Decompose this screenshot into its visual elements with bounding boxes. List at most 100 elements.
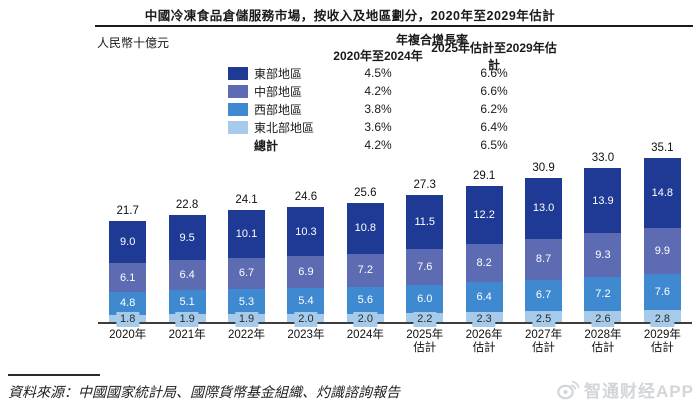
x-axis-label: 2025年 估計 [406, 329, 444, 354]
legend-row-cagr2: 6.4% [480, 120, 508, 134]
bar-segment-東北部地區: 2.0 [287, 312, 325, 327]
segment-value-label: 2.8 [650, 312, 675, 327]
bar-total-label: 35.1 [651, 142, 674, 155]
bar-segment-中部地區: 6.4 [168, 260, 206, 291]
legend-row-label: 東部地區 [254, 66, 303, 81]
cagr-col1-header: 2020年至2024年 [333, 49, 423, 63]
cagr-legend: 年複合增長率 2020年至2024年 2025年估計至2029年估計 東部地區 4… [228, 31, 560, 154]
bar-total-label: 21.7 [116, 204, 139, 217]
legend-row-cagr2: 6.6% [480, 84, 508, 98]
bar-segment-東北部地區: 2.0 [346, 312, 384, 327]
stacked-bar: 14.8 9.9 7.6 2.8 [643, 158, 681, 327]
bar-column: 21.7 9.0 6.1 4.8 1.8 2020年 [98, 140, 157, 341]
bar-segment-東北部地區: 2.2 [406, 312, 444, 327]
legend-row-label: 中部地區 [254, 84, 303, 99]
segment-value-label: 1.9 [175, 312, 199, 327]
x-axis-label: 2021年 [168, 329, 206, 341]
segment-value-label: 2.6 [591, 312, 615, 327]
legend-row-label: 東北部地區 [254, 120, 315, 135]
bar-segment-中部地區: 7.2 [346, 253, 384, 288]
legend-row-cagr1: 4.2% [364, 84, 392, 98]
bar-total-label: 24.1 [235, 194, 258, 207]
bar-total-label: 29.1 [472, 170, 496, 183]
bar-column: 29.1 12.2 8.2 6.4 2.3 2026年 估計 [454, 140, 513, 354]
stacked-bar: 10.3 6.9 5.4 2.0 [287, 207, 325, 327]
legend-total-cagr1: 4.2% [364, 138, 392, 152]
bar-total-label: 25.6 [354, 186, 377, 199]
legend-color-swatch [228, 84, 248, 98]
bar-segment-西部地區: 6.0 [406, 284, 444, 313]
legend-row-cagr1: 3.6% [364, 120, 392, 134]
legend-color-swatch [228, 120, 248, 134]
bar-column: 33.0 13.9 9.3 7.2 2.6 2028年 估計 [573, 140, 632, 354]
bar-segment-中部地區: 6.1 [109, 263, 147, 292]
legend-row: 東部地區 4.5% 6.6% [228, 64, 560, 82]
source-divider [8, 374, 100, 376]
legend-rows: 東部地區 4.5% 6.6% 中部地區 4.2% 6.6% 西部地區 3.8% 6.2% 東北部地… [228, 64, 560, 136]
bar-segment-東北部地區: 1.8 [109, 312, 147, 327]
segment-value-label: 2.3 [472, 312, 496, 327]
bar-column: 24.1 10.1 6.7 5.3 1.9 2022年 [217, 140, 276, 341]
cagr-title: 年複合增長率 [395, 32, 468, 47]
bar-segment-東部地區: 12.2 [465, 186, 503, 244]
x-axis-label: 2028年 估計 [584, 329, 622, 354]
segment-value-label: 2.2 [413, 312, 437, 327]
segment-value-label: 2.0 [353, 312, 377, 327]
legend-row: 東北部地區 3.6% 6.4% [228, 118, 560, 136]
bar-segment-東部地區: 14.8 [643, 158, 681, 228]
bar-total-label: 27.3 [413, 178, 436, 191]
bar-segment-中部地區: 6.7 [228, 257, 266, 290]
x-axis-label: 2022年 [227, 329, 266, 341]
x-axis-line [98, 322, 692, 324]
bar-segment-西部地區: 7.6 [643, 274, 681, 310]
bar-segment-西部地區: 5.1 [168, 290, 206, 315]
bar-segment-東北部地區: 2.6 [584, 310, 622, 327]
chart-title: 中國冷凍食品倉儲服務市場，按收入及地區劃分，2020年至2029年估計 [144, 9, 556, 23]
source-note: 資料來源：中國國家統計局、國際貨幣基金組織、灼識諮詢報告 [8, 386, 400, 401]
legend-row: 中部地區 4.2% 6.6% [228, 82, 560, 100]
bar-segment-東部地區: 13.0 [525, 177, 563, 239]
bar-segment-西部地區: 6.7 [525, 279, 563, 312]
x-axis-label: 2020年 [109, 329, 147, 341]
legend-row-name: 東部地區 [228, 65, 328, 82]
legend-row-cagr2: 6.2% [480, 102, 508, 116]
legend-total-label: 總計 [254, 138, 279, 153]
bar-column: 30.9 13.0 8.7 6.7 2.5 2027年 估計 [514, 140, 573, 354]
stacked-bar: 10.8 7.2 5.6 2.0 [346, 202, 384, 327]
bar-segment-東北部地區: 2.5 [525, 311, 563, 327]
x-axis-label: 2029年 估計 [643, 329, 681, 354]
legend-row-label: 西部地區 [254, 102, 303, 117]
legend-total-cagr2: 6.5% [480, 138, 508, 152]
x-axis-label: 2027年 估計 [525, 329, 563, 354]
bar-total-label: 24.6 [294, 191, 318, 204]
legend-row-cagr1: 3.8% [364, 102, 392, 116]
bar-segment-西部地區: 5.4 [287, 288, 325, 314]
watermark: 智通财经APP [556, 377, 694, 402]
bar-segment-東北部地區: 1.9 [168, 312, 206, 327]
bar-segment-西部地區: 5.3 [228, 289, 266, 315]
legend-row-name: 中部地區 [228, 83, 328, 100]
bar-segment-東北部地區: 2.8 [643, 309, 681, 327]
cagr-header-row: 2020年至2024年 2025年估計至2029年估計 [228, 41, 560, 72]
legend-row: 西部地區 3.8% 6.2% [228, 100, 560, 118]
legend-total-row: 總計 4.2% 6.5% [228, 136, 560, 154]
bar-segment-西部地區: 4.8 [109, 291, 147, 315]
segment-value-label: 2.0 [294, 312, 318, 327]
bar-segment-西部地區: 6.4 [465, 282, 503, 313]
bar-segment-東北部地區: 1.9 [228, 312, 266, 327]
bar-segment-西部地區: 5.6 [346, 287, 384, 314]
bar-segment-東部地區: 10.3 [287, 207, 325, 256]
bar-column: 27.3 11.5 7.6 6.0 2.2 2025年 估計 [395, 140, 454, 354]
bar-total-label: 22.8 [175, 199, 199, 212]
legend-row-name: 西部地區 [228, 101, 328, 118]
stacked-bar: 10.1 6.7 5.3 1.9 [228, 210, 266, 327]
cagr-col2-header: 2025年估計至2029年估計 [431, 40, 557, 72]
segment-value-label: 1.8 [116, 312, 140, 327]
stacked-bar: 13.9 9.3 7.2 2.6 [584, 168, 622, 327]
stacked-bar-plot: 21.7 9.0 6.1 4.8 1.8 2020年 22.8 9.5 6.4 5.1 1.9 202… [98, 140, 692, 354]
bar-segment-中部地區: 7.6 [406, 248, 444, 285]
bar-segment-中部地區: 8.7 [525, 238, 563, 280]
title-divider [95, 25, 693, 27]
bar-column: 35.1 14.8 9.9 7.6 2.8 2029年 估計 [633, 140, 692, 354]
zhitong-logo-icon [556, 379, 580, 401]
